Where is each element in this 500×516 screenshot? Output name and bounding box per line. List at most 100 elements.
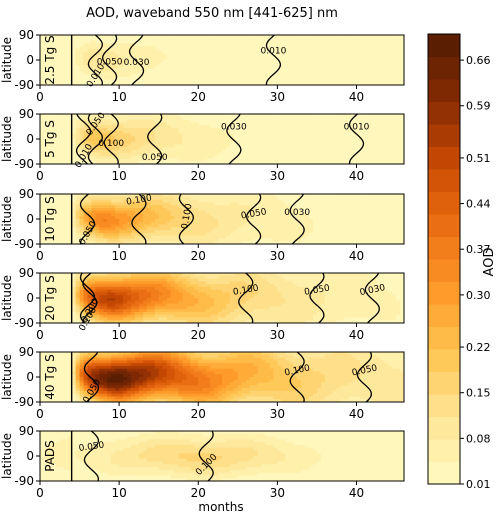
heatmap-cell: [95, 196, 100, 200]
heatmap-cell: [178, 161, 183, 164]
heatmap-cell: [127, 144, 132, 148]
heatmap-cell: [384, 116, 389, 120]
heatmap-cell: [293, 150, 298, 154]
heatmap-cell: [225, 241, 231, 244]
heatmap-cell: [332, 40, 338, 44]
heatmap-cell: [328, 114, 334, 118]
heatmap-cell: [59, 62, 65, 66]
heatmap-cell: [289, 150, 294, 154]
heatmap-cell: [103, 207, 108, 212]
heatmap-cell: [194, 232, 199, 237]
heatmap-cell: [289, 155, 294, 159]
heatmap-cell: [111, 57, 116, 61]
heatmap-cell: [198, 136, 203, 140]
heatmap-cell: [182, 210, 187, 214]
heatmap-cell: [376, 235, 381, 239]
heatmap-cell: [138, 155, 144, 159]
heatmap-cell: [309, 73, 314, 78]
heatmap-cell: [218, 194, 223, 198]
heatmap-cell: [198, 241, 203, 244]
heatmap-cell: [332, 114, 338, 118]
heatmap-cell: [356, 232, 361, 237]
heatmap-cell: [47, 76, 53, 80]
heatmap-cell: [320, 235, 326, 239]
heatmap-cell: [352, 57, 357, 61]
heatmap-cell: [107, 161, 112, 164]
heatmap-cell: [301, 116, 306, 120]
heatmap-cell: [309, 46, 314, 50]
heatmap-cell: [332, 207, 338, 212]
heatmap-cell: [301, 130, 306, 134]
heatmap-cell: [324, 116, 330, 120]
heatmap-cell: [142, 65, 148, 69]
heatmap-cell: [178, 51, 183, 55]
heatmap-cell: [222, 79, 227, 83]
heatmap-cell: [320, 68, 326, 72]
x-tick-label: 10: [111, 90, 126, 104]
heatmap-cell: [237, 155, 243, 159]
heatmap-cell: [396, 147, 401, 151]
heatmap-cell: [134, 224, 140, 228]
heatmap-cell: [237, 199, 243, 203]
heatmap-cell: [182, 161, 187, 164]
heatmap-cell: [40, 43, 45, 47]
heatmap-cell: [245, 35, 251, 39]
heatmap-cell: [293, 194, 298, 198]
heatmap-cell: [142, 202, 148, 206]
heatmap-cell: [380, 114, 385, 118]
heatmap-cell: [174, 155, 179, 159]
heatmap-cell: [229, 139, 235, 143]
heatmap-cell: [119, 155, 124, 159]
heatmap-cell: [119, 125, 124, 129]
heatmap-cell: [218, 158, 223, 162]
heatmap-cell: [71, 213, 77, 217]
heatmap-cell: [340, 62, 346, 66]
heatmap-cell: [87, 37, 92, 41]
heatmap-cell: [107, 224, 112, 228]
heatmap-cell: [293, 139, 298, 143]
heatmap-cell: [297, 82, 302, 85]
heatmap-cell: [328, 51, 334, 55]
heatmap-cell: [154, 133, 160, 137]
heatmap-cell: [71, 150, 77, 154]
heatmap-cell: [150, 158, 156, 162]
heatmap-cell: [103, 152, 108, 157]
heatmap-cell: [313, 210, 318, 214]
heatmap-cell: [233, 82, 239, 85]
heatmap-cell: [59, 144, 65, 148]
heatmap-cell: [131, 235, 136, 239]
heatmap-cell: [99, 125, 104, 129]
heatmap-cell: [249, 116, 255, 120]
heatmap-cell: [194, 65, 199, 69]
heatmap-cell: [313, 76, 318, 80]
heatmap-cell: [95, 194, 100, 198]
heatmap-cell: [380, 199, 385, 203]
heatmap-cell: [261, 155, 266, 159]
heatmap-cell: [364, 60, 369, 64]
heatmap-cell: [218, 150, 223, 154]
heatmap-cell: [316, 82, 322, 85]
heatmap-cell: [51, 37, 57, 41]
heatmap-cell: [43, 224, 49, 228]
heatmap-cell: [396, 43, 401, 47]
heatmap-cell: [320, 161, 326, 164]
heatmap-cell: [194, 48, 199, 53]
heatmap-cell: [241, 73, 247, 78]
heatmap-cell: [392, 194, 397, 198]
heatmap-cell: [289, 119, 294, 123]
heatmap-cell: [257, 48, 262, 53]
heatmap-cell: [55, 155, 61, 159]
heatmap-cell: [253, 152, 259, 157]
heatmap-cell: [265, 219, 270, 223]
heatmap-cell: [376, 196, 381, 200]
heatmap-cell: [388, 114, 393, 118]
heatmap-cell: [222, 114, 227, 118]
heatmap-cell: [360, 68, 365, 72]
heatmap-cell: [190, 155, 195, 159]
heatmap-cell: [194, 37, 199, 41]
heatmap-cell: [309, 205, 314, 209]
heatmap-cell: [336, 207, 342, 212]
heatmap-cell: [384, 125, 389, 129]
heatmap-cell: [182, 147, 187, 151]
heatmap-cell: [131, 40, 136, 44]
